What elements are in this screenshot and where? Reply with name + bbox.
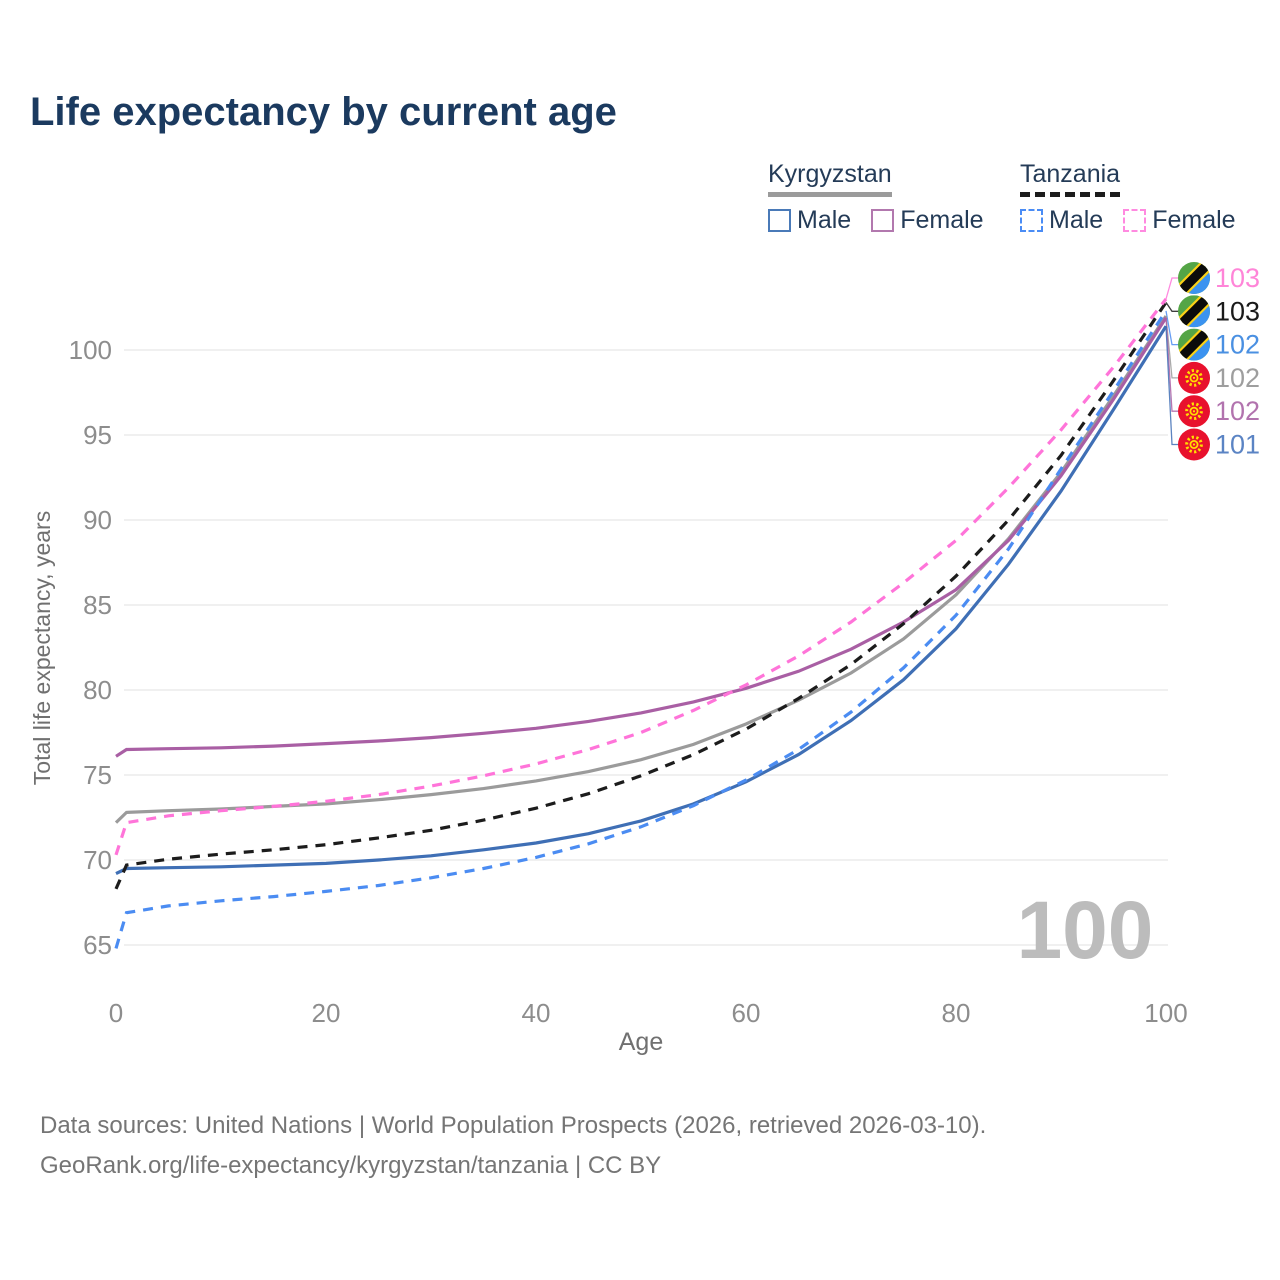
legend-country-tanzania[interactable]: Tanzania [1020,160,1121,197]
series-line-tanzania-male[interactable] [114,310,1168,949]
legend-item-kyrgyzstan-female[interactable]: Female [871,206,984,235]
y-tick-label: 90 [83,505,112,535]
legend-item-tanzania-male[interactable]: Male [1020,206,1103,235]
legend-item-label: Male [1049,206,1104,234]
tanzania-flag-icon [1178,328,1210,361]
series-line-kyrgyzstan-male[interactable] [115,325,1168,876]
tanzania-flag-icon [1178,262,1210,294]
legend-item-label: Male [797,206,852,234]
y-tick-label: 95 [83,420,112,450]
female-solid-swatch-icon [871,209,895,232]
x-tick-label: 20 [312,998,341,1028]
footer-line-1: Data sources: United Nations | World Pop… [40,1112,987,1139]
age-watermark: 100 [1017,885,1154,976]
legend-item-tanzania-female[interactable]: Female [1123,206,1236,235]
legend-country-kyrgyzstan[interactable]: Kyrgyzstan [768,160,892,197]
y-tick-label: 70 [83,845,112,875]
x-tick-label: 100 [1144,998,1187,1028]
legend-item-kyrgyzstan-male[interactable]: Male [768,206,851,235]
end-value-label: 103 [1215,263,1260,293]
legend-item-label: Female [900,206,984,234]
male-solid-swatch-icon [768,209,791,232]
y-tick-label: 100 [69,335,112,365]
series-line-tanzania-both-sexes-[interactable] [114,301,1168,890]
end-value-label: 102 [1215,330,1260,360]
series-line-tanzania-female[interactable] [114,298,1168,856]
page-title: Life expectancy by current age [30,90,617,134]
x-tick-label: 0 [109,998,123,1028]
end-value-label: 102 [1215,396,1260,426]
female-dashed-swatch-icon [1123,209,1147,232]
kyrgyzstan-flag-icon [1178,395,1210,428]
data-source-footer: Data sources: United Nations | World Pop… [40,1106,1240,1186]
kyrgyzstan-flag-icon [1178,428,1210,461]
y-tick-label: 85 [83,590,112,620]
chart-legend: Kyrgyzstan Male Female Tanzania Male [0,160,1280,240]
x-tick-label: 40 [522,998,551,1028]
kyrgyzstan-flag-icon [1178,361,1210,394]
male-dashed-swatch-icon [1020,209,1043,232]
footer-line-2: GeoRank.org/life-expectancy/kyrgyzstan/t… [40,1152,662,1179]
legend-group-tanzania: Tanzania Male Female [1020,160,1236,235]
end-value-label: 103 [1215,296,1260,326]
y-tick-label: 65 [83,930,112,960]
x-axis-title: Age [619,1028,663,1056]
x-tick-label: 60 [732,998,761,1028]
end-value-label: 102 [1215,363,1260,393]
tanzania-flag-icon [1178,295,1210,328]
legend-item-label: Female [1152,206,1236,234]
end-value-label: 101 [1215,430,1260,460]
x-tick-label: 80 [942,998,971,1028]
y-axis-title: Total life expectancy, years [29,511,55,785]
y-tick-label: 75 [83,760,112,790]
y-tick-label: 80 [83,675,112,705]
series-line-kyrgyzstan-female[interactable] [115,316,1168,758]
legend-group-kyrgyzstan: Kyrgyzstan Male Female [768,160,984,235]
